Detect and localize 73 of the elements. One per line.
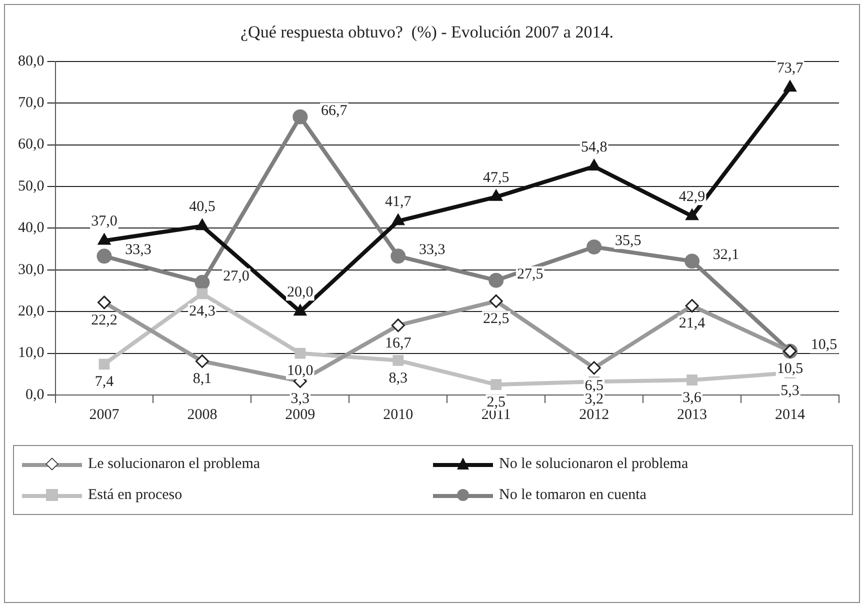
data-label: 20,0 [287,284,314,301]
point [294,304,307,316]
data-label: 5,3 [780,382,800,399]
data-label: 6,5 [584,378,604,394]
legend-label: No le tomaron en cuenta [499,487,646,504]
legend-label: No le solucionaron el problema [499,456,688,473]
y-tick-label: 80,0 [18,53,44,70]
legend-label: Está en proceso [88,487,182,504]
point [98,233,111,245]
data-label: 42,9 [678,189,706,206]
data-label: 22,2 [91,312,118,328]
data-label: 73,7 [776,60,804,77]
data-label: 10,5 [810,337,838,354]
data-label: 3,2 [584,392,604,408]
point [194,274,210,290]
point [588,158,601,170]
y-tick-label: 10,0 [18,345,44,362]
point [488,272,504,288]
data-label: 37,0 [91,214,118,230]
point [294,348,306,359]
point [390,248,406,264]
chart-title: ¿Qué respuesta obtuvo? (%) - Evolución 2007 a 2014. [240,22,614,42]
point [196,218,209,230]
x-tick-label: 2007 [89,406,120,423]
data-label: 22,5 [482,311,510,328]
y-tick-label: 0,0 [26,386,44,403]
data-label: 33,3 [419,242,446,258]
point [490,379,502,390]
x-tick-label: 2014 [775,406,806,423]
data-label: 3,3 [290,391,310,408]
point [685,208,699,220]
data-label: 27,0 [223,268,250,284]
data-label: 33,3 [125,242,152,258]
data-label: 10,0 [287,363,314,380]
point [392,214,405,226]
point [686,374,698,386]
data-label: 7,4 [94,374,114,390]
data-label: 21,4 [678,316,706,332]
data-label: 32,1 [712,247,740,264]
x-tick-label: 2009 [285,406,316,423]
point [490,189,503,201]
x-tick-label: 2012 [579,406,610,423]
data-label: 41,7 [385,194,412,210]
legend-label: Le solucionaron el problema [88,456,260,473]
data-label: 24,3 [189,304,216,320]
data-label: 8,1 [192,371,212,388]
y-tick-label: 70,0 [18,95,44,112]
point [783,80,797,92]
point [292,109,308,124]
data-label: 35,5 [614,232,642,249]
x-tick-label: 2010 [383,406,414,423]
data-label: 66,7 [321,102,348,119]
x-tick-label: 2008 [187,406,218,423]
data-label: 8,3 [388,370,408,386]
point [196,288,208,300]
data-label: 40,5 [189,199,216,216]
data-label: 47,5 [482,170,510,186]
data-label: 3,6 [682,390,702,406]
y-tick-label: 60,0 [18,136,44,153]
point [392,354,404,366]
point [98,358,110,370]
y-tick-label: 20,0 [18,304,44,320]
data-label: 27,5 [516,266,544,282]
point [586,239,602,254]
data-label: 54,8 [580,139,608,156]
y-tick-label: 50,0 [18,178,44,194]
data-label: 2,5 [486,394,506,411]
y-tick-label: 40,0 [18,220,44,236]
point [684,254,700,269]
point [96,248,112,264]
y-tick-label: 30,0 [18,262,44,278]
x-tick-label: 2013 [677,406,708,423]
data-label: 16,7 [385,335,412,352]
